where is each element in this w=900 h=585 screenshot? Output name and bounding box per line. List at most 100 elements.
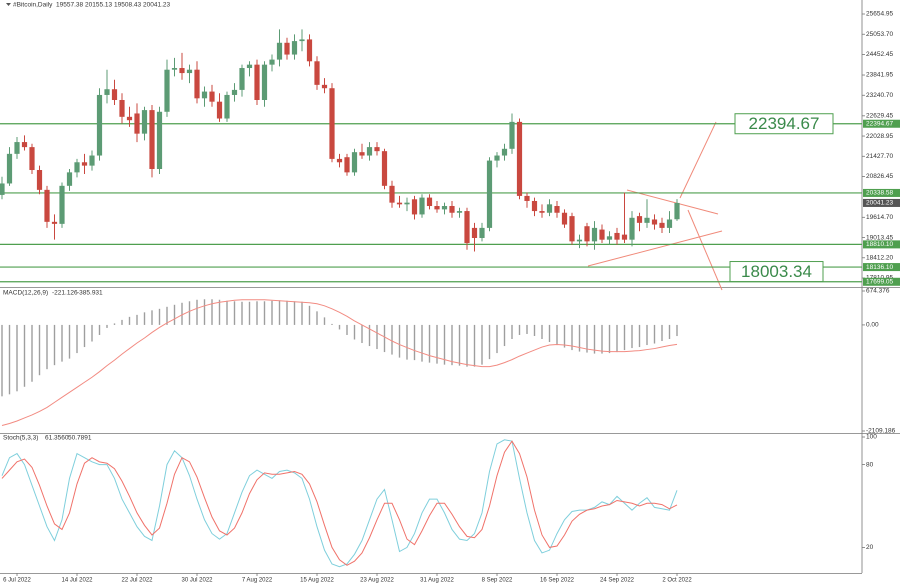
y-tick-label: 19013.45 [866,234,893,241]
candle-body [239,68,245,90]
indicator-line [1,440,678,566]
candle-body [51,221,58,224]
y-tick-label: 19614.70 [866,214,893,221]
macd-bar [1,324,3,397]
macd-bar [488,324,491,360]
macd-bar [661,324,663,342]
ohlc-low: 19508.43 [114,2,141,9]
candle-body [599,229,605,240]
macd-bar [443,324,446,365]
candle-body [659,222,665,228]
candle-body [299,39,305,42]
candle-body [591,227,598,242]
candle-body [554,206,560,213]
candle-body [14,142,20,154]
macd-bar [353,324,356,340]
macd-bar [263,301,266,325]
macd-bar [436,324,438,364]
candle-body [494,155,500,161]
macd-bar [346,324,348,335]
candle-body [479,227,485,238]
macd-bar [593,324,596,354]
candle-body [321,84,328,89]
candle-body [164,69,170,112]
macd-bar [248,301,251,325]
candle-body [171,68,178,70]
candle-body [351,152,358,173]
level-label: 18810.10 [866,241,893,248]
candle-body [96,94,103,156]
indicator-line [1,299,678,426]
level-label: 17699.05 [866,279,893,286]
signal-value: -385.931 [77,290,103,297]
macd-bar [368,324,371,347]
macd-bar [571,324,573,351]
x-tick-label: 16 Sep 2022 [540,578,575,584]
candle-body [66,172,73,186]
arrow-down [687,209,723,291]
level-label-box [863,119,900,128]
candle-body [224,94,230,119]
y-tick-label: 24452.45 [866,51,893,58]
macd-bar [53,324,56,366]
macd-bar [526,324,528,334]
ohlc-high: 20155.13 [85,2,112,9]
menu-icon[interactable] [6,3,11,6]
symbol-title: #Bitcoin,Daily [13,2,53,9]
candle-body [149,110,155,169]
candle-body [89,155,95,166]
candle-body [201,91,208,99]
candle-body [374,147,380,152]
candle-body [0,183,5,195]
macd-bar [166,306,168,325]
candle-body [261,64,268,100]
macd-bar [136,314,138,325]
macd-bar [91,324,93,342]
macd-bar [181,302,183,325]
macd-bar [143,312,146,325]
y-tick-label: 23240.70 [866,92,893,99]
stoch-k-value: 61.3560 [45,435,69,442]
candle-body [336,158,343,163]
stoch-title: Stoch(5,3,3) [3,435,38,442]
macd-bar [46,324,48,370]
candle-body [81,162,88,166]
macd-bar [383,324,386,353]
macd-bar [301,301,303,325]
macd-bar [458,324,461,366]
macd-bar [518,324,521,335]
macd-bar [451,324,453,366]
macd-bar [211,299,213,325]
candle-body [509,121,515,149]
y-tick-label: 100 [866,434,877,441]
candle-body [389,185,395,203]
x-tick-label: 14 Jul 2022 [61,578,93,584]
target-box [729,261,824,283]
candle-body [456,211,463,213]
macd-bar [533,324,536,336]
y-tick-label: 22629.45 [866,113,893,120]
macd-bar [473,324,476,367]
macd-bar [541,324,543,340]
macd-bar [548,324,551,343]
macd-bar [608,324,611,354]
candle-body [29,147,35,171]
macd-bar [556,324,558,346]
annotations [587,121,723,291]
macd-bar [128,316,131,325]
macd-bar [83,324,86,348]
macd-bar [563,324,566,348]
macd-bar [293,301,296,325]
macd-bar [578,324,581,352]
macd-bar [338,324,341,330]
candle-body [141,110,148,134]
candle-body [306,39,313,62]
macd-bar [233,301,236,325]
arrow-up [679,121,717,199]
macd-bar [428,324,431,363]
macd-bar [278,300,281,325]
candle-body [651,219,658,225]
level-label-box [863,240,900,249]
